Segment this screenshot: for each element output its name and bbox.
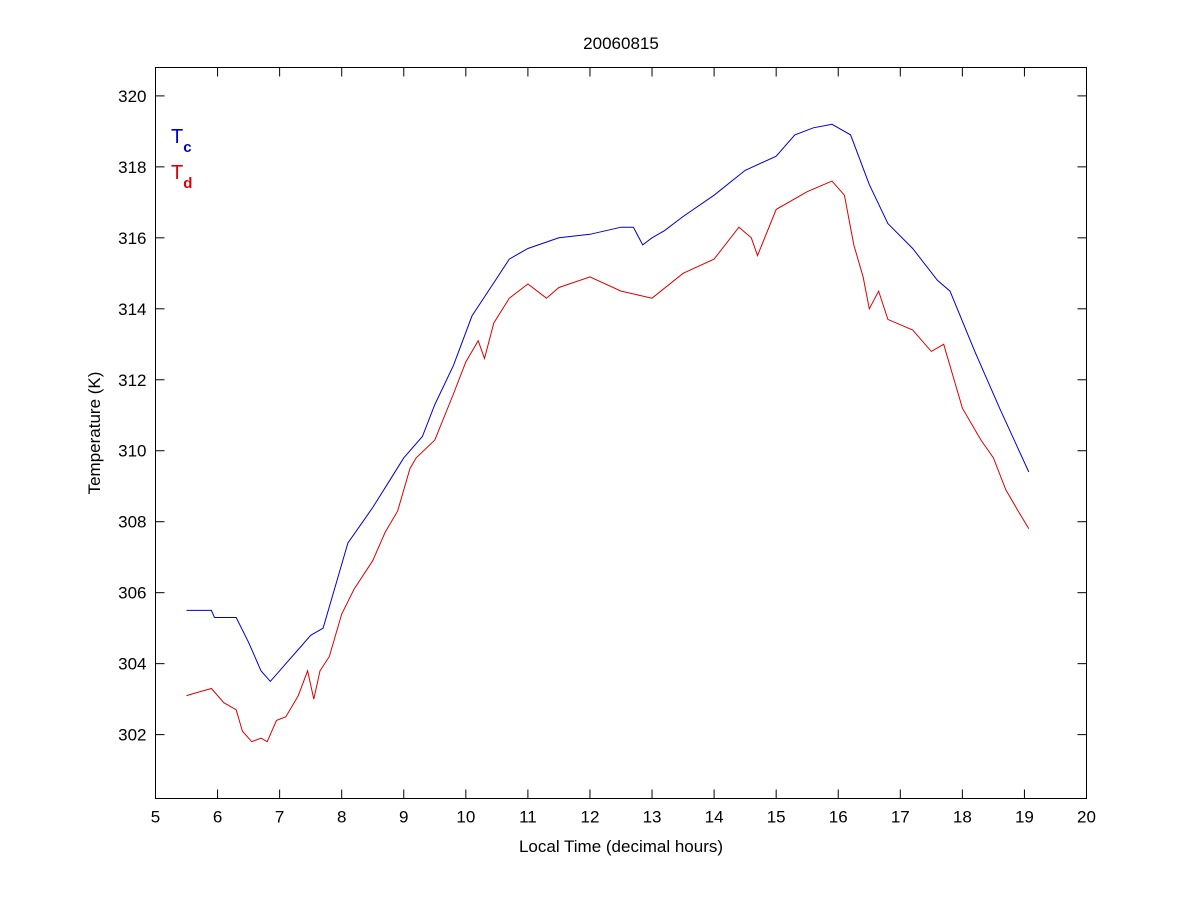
legend-td: Td: [171, 162, 192, 192]
x-axis-label: Local Time (decimal hours): [519, 837, 723, 856]
x-tick-label: 13: [643, 808, 662, 827]
x-tick-label: 11: [519, 808, 537, 827]
y-tick-label: 318: [118, 158, 146, 177]
y-tick-label: 306: [118, 584, 146, 603]
x-tick-label: 9: [399, 808, 408, 827]
y-tick-label: 308: [118, 513, 146, 532]
legend-td-sub: d: [183, 175, 192, 192]
x-tick-label: 10: [456, 808, 475, 827]
x-tick-label: 18: [953, 808, 972, 827]
x-tick-label: 20: [1077, 808, 1096, 827]
y-tick-label: 304: [118, 655, 146, 674]
legend-tc-base: T: [171, 126, 183, 148]
plot-area: [155, 67, 1087, 799]
axis-ticks: 5 6 7 8 9 10 11 12 13 14 15 16 17 18 19 20 302 304 306 308 3…: [118, 67, 1096, 827]
x-tick-label: 15: [767, 808, 786, 827]
y-tick-label: 316: [118, 229, 146, 248]
legend: Tc Td: [171, 126, 192, 192]
series-lines: [186, 123, 1030, 743]
x-tick-label: 16: [829, 808, 848, 827]
chart-title: 20060815: [583, 34, 659, 53]
y-tick-label: 310: [118, 442, 146, 461]
y-tick-label: 314: [118, 300, 146, 319]
y-tick-label: 320: [118, 87, 146, 106]
series-line-td: [186, 180, 1030, 743]
x-tick-label: 7: [275, 808, 284, 827]
series-line-tc: [186, 123, 1030, 683]
x-tick-label: 8: [337, 808, 346, 827]
x-tick-label: 17: [891, 808, 910, 827]
x-tick-label: 19: [1015, 808, 1034, 827]
legend-tc: Tc: [171, 126, 192, 156]
y-axis-label: Temperature (K): [85, 372, 104, 495]
x-tick-label: 14: [705, 808, 724, 827]
x-tick-label: 6: [213, 808, 222, 827]
y-tick-label: 302: [118, 726, 146, 745]
y-tick-label: 312: [118, 371, 146, 390]
x-tick-label: 12: [581, 808, 600, 827]
x-tick-label: 5: [151, 808, 160, 827]
legend-tc-sub: c: [183, 139, 191, 156]
legend-td-base: T: [171, 162, 183, 184]
